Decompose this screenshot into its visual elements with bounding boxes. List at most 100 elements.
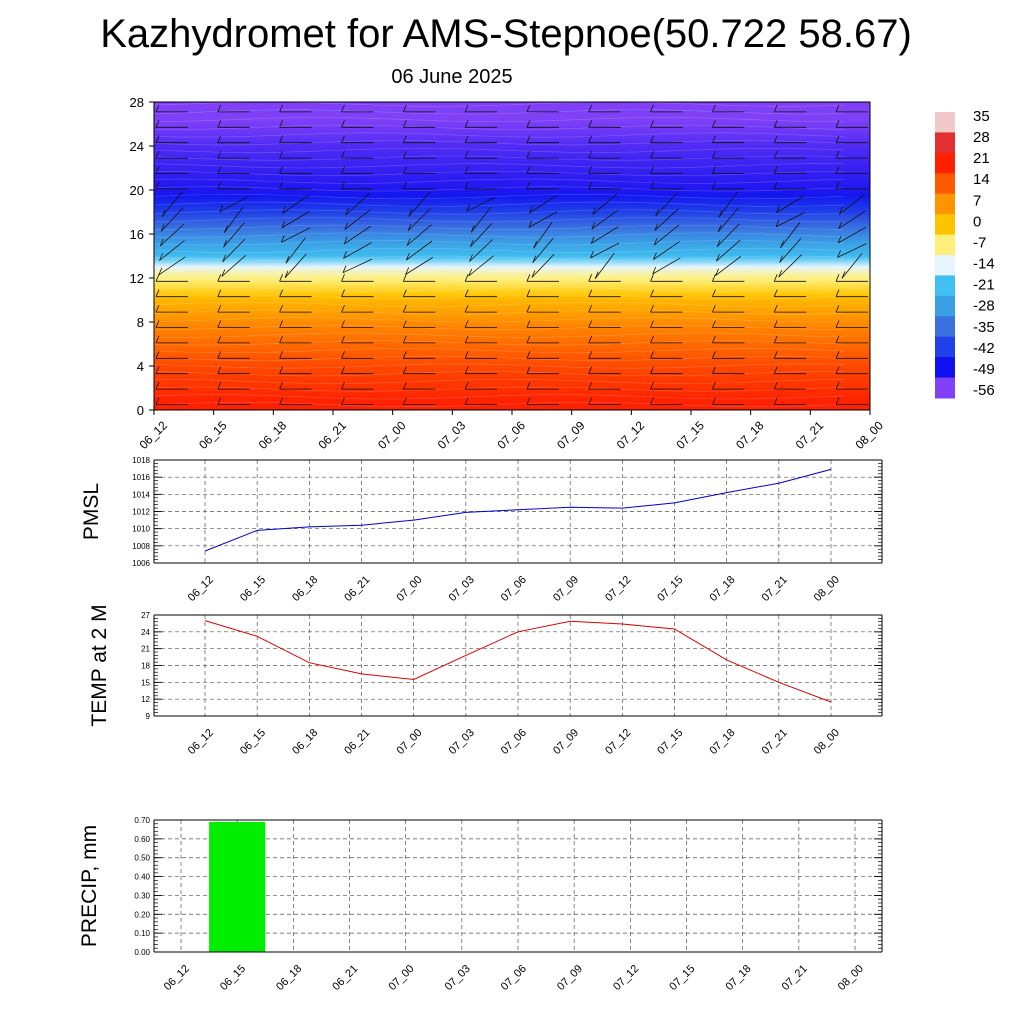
x-tick-label: 08_00 [812, 727, 842, 757]
colorbar-label: 7 [973, 192, 981, 209]
wind-barb-flag [528, 220, 533, 228]
wind-barb [717, 207, 740, 233]
wind-barb-flag [464, 166, 469, 174]
colorbar-swatch [935, 173, 955, 195]
wind-barb-flag [408, 209, 413, 217]
wind-barb-flag [341, 135, 345, 143]
wind-barb-flag [588, 289, 593, 297]
wind-barb-flag [778, 269, 783, 278]
wind-barb-flag [588, 274, 593, 282]
wind-barb-flag [341, 381, 345, 390]
heatmap-field [154, 102, 870, 410]
contour-line [153, 386, 845, 392]
wind-barb [469, 239, 493, 262]
wind-barb-flag [773, 304, 778, 313]
y-tick-label: 0.20 [134, 910, 150, 919]
wind-barb-flag [155, 166, 160, 174]
contour-line [153, 217, 844, 223]
x-tick-label: 07_06 [499, 963, 529, 993]
contour-line [153, 286, 845, 292]
y-tick-label: 12 [141, 695, 150, 704]
contour-line [153, 155, 845, 161]
wind-barb-flag [402, 166, 407, 174]
wind-barb-flag [526, 335, 531, 344]
x-tick-label: 07_21 [760, 574, 790, 604]
x-tick-label: 07_15 [673, 418, 707, 452]
wind-barb-flag [650, 397, 654, 405]
wind-barb-flag [158, 267, 163, 276]
pmsl-panel: 1006 1008 1010 1012 1014 1016 1018 06_12 06_15 06… [80, 456, 883, 604]
colorbar-label: 21 [973, 150, 990, 167]
wind-barb-flag [650, 366, 654, 374]
wind-barb-flag [591, 221, 596, 230]
wind-barb-flag [835, 381, 840, 390]
colorbar-swatch [935, 255, 955, 276]
wind-barb-flag [470, 225, 475, 233]
x-tick-label: 07_18 [707, 727, 737, 757]
wind-barb-flag [837, 250, 841, 258]
colorbar-swatch [935, 377, 955, 399]
wind-barb-flag [222, 254, 226, 263]
colorbar-label: 35 [973, 108, 990, 125]
wind-barb [532, 237, 554, 264]
wind-barb-flag [341, 304, 345, 313]
wind-barb-flag [712, 304, 716, 313]
wind-barb-flag [835, 274, 840, 282]
wind-barb-flag [654, 223, 659, 231]
wind-barb-flag [217, 181, 222, 190]
wind-barb-flag [464, 381, 469, 390]
wind-barb-flag [594, 271, 599, 279]
wind-barb [345, 193, 370, 216]
wind-barb-flag [653, 237, 658, 246]
colorbar-swatch [935, 193, 955, 215]
wind-barb [841, 253, 863, 279]
wind-barb-flag [526, 366, 531, 374]
wind-barb-flag [217, 274, 222, 282]
contour-line [153, 317, 845, 323]
colorbar-swatch [935, 214, 955, 236]
wind-barb-flag [835, 150, 840, 159]
x-tick-label: 07_00 [394, 727, 424, 757]
wind-barb-flag [217, 104, 222, 113]
contour-line [153, 186, 845, 192]
wind-barb-flag [773, 351, 778, 359]
wind-barb-flag [650, 381, 654, 390]
y-tick-label: 8 [137, 315, 144, 330]
colorbar-swatch [935, 234, 955, 256]
wind-barb [408, 191, 431, 217]
wind-barb-flag [282, 206, 286, 214]
wind-barb [159, 223, 185, 247]
wind-barb [528, 211, 558, 228]
colorbar-swatch [935, 336, 955, 358]
wind-barb-flag [526, 381, 531, 390]
contour-line [153, 209, 845, 215]
x-tick-label: 07_03 [443, 963, 473, 993]
wind-barb-flag [279, 289, 283, 297]
chart-subtitle: 06 June 2025 [391, 66, 513, 88]
wind-barb [533, 221, 553, 249]
contour-line [153, 340, 845, 346]
wind-barb-flag [217, 304, 222, 313]
x-tick-label: 07_21 [760, 727, 790, 757]
wind-barb-flag [341, 274, 345, 282]
wind-barb-flag [402, 289, 407, 297]
wind-barb [715, 255, 742, 276]
wind-barb-flag [155, 320, 160, 328]
wind-barb-flag [716, 253, 720, 262]
wind-barb-flag [588, 381, 593, 390]
cross-section-panel: 0 4 8 12 16 20 24 28 06_12 06_15 06_18 06_21 07_00 07… [130, 95, 887, 452]
wind-barb-flag [402, 150, 407, 159]
y-tick-label: 1006 [132, 559, 150, 568]
contour-line [153, 117, 845, 123]
wind-barb-flag [279, 135, 283, 143]
wind-barb [775, 212, 805, 228]
wind-barb-flag [155, 366, 160, 374]
contour-line [153, 255, 845, 261]
wind-barb-flag [526, 181, 531, 190]
contour-line [153, 224, 845, 230]
wind-barb [653, 241, 680, 260]
contour-line [153, 278, 845, 284]
wind-barb [284, 253, 307, 279]
wind-barb-flag [280, 235, 285, 243]
x-tick-label: 06_18 [274, 963, 304, 993]
